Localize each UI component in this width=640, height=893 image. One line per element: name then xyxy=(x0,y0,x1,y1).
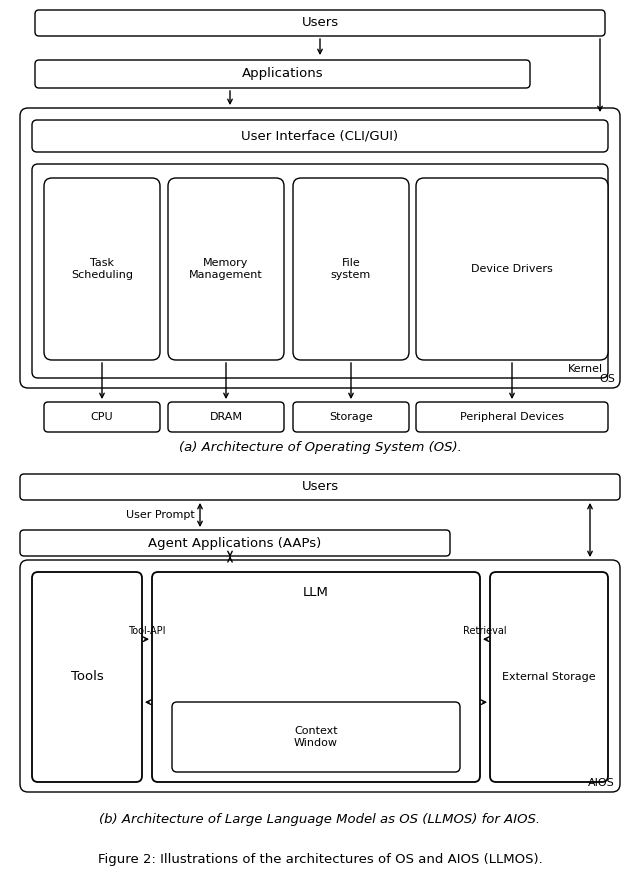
Text: Peripheral Devices: Peripheral Devices xyxy=(460,412,564,422)
FancyBboxPatch shape xyxy=(416,178,608,360)
Text: CPU: CPU xyxy=(91,412,113,422)
Text: AIOS: AIOS xyxy=(588,778,615,788)
FancyBboxPatch shape xyxy=(172,702,460,772)
Text: LLM: LLM xyxy=(303,586,329,599)
FancyBboxPatch shape xyxy=(168,402,284,432)
Text: Storage: Storage xyxy=(329,412,373,422)
FancyBboxPatch shape xyxy=(293,178,409,360)
FancyBboxPatch shape xyxy=(32,120,608,152)
Text: Task
Scheduling: Task Scheduling xyxy=(71,258,133,280)
Text: Users: Users xyxy=(301,16,339,29)
Text: Users: Users xyxy=(301,480,339,494)
Text: OS: OS xyxy=(599,374,615,384)
FancyBboxPatch shape xyxy=(20,530,450,556)
FancyBboxPatch shape xyxy=(32,572,142,782)
Text: Tools: Tools xyxy=(70,671,104,683)
FancyBboxPatch shape xyxy=(20,474,620,500)
FancyBboxPatch shape xyxy=(416,402,608,432)
FancyBboxPatch shape xyxy=(44,402,160,432)
FancyBboxPatch shape xyxy=(293,402,409,432)
Text: Memory
Management: Memory Management xyxy=(189,258,263,280)
Text: User Prompt: User Prompt xyxy=(126,510,195,520)
FancyBboxPatch shape xyxy=(490,572,608,782)
FancyBboxPatch shape xyxy=(35,10,605,36)
Text: File
system: File system xyxy=(331,258,371,280)
Text: (a) Architecture of Operating System (OS).: (a) Architecture of Operating System (OS… xyxy=(179,441,461,455)
Text: Applications: Applications xyxy=(242,68,323,80)
Text: (b) Architecture of Large Language Model as OS (LLMOS) for AIOS.: (b) Architecture of Large Language Model… xyxy=(99,814,541,827)
Text: Context
Window: Context Window xyxy=(294,726,338,747)
FancyBboxPatch shape xyxy=(168,178,284,360)
FancyBboxPatch shape xyxy=(20,108,620,388)
Text: Figure 2: Illustrations of the architectures of OS and AIOS (LLMOS).: Figure 2: Illustrations of the architect… xyxy=(98,854,542,866)
Text: Agent Applications (AAPs): Agent Applications (AAPs) xyxy=(148,537,322,549)
FancyBboxPatch shape xyxy=(32,164,608,378)
FancyBboxPatch shape xyxy=(20,560,620,792)
FancyBboxPatch shape xyxy=(35,60,530,88)
Text: Kernel: Kernel xyxy=(568,364,603,374)
Text: Device Drivers: Device Drivers xyxy=(471,264,553,274)
FancyBboxPatch shape xyxy=(152,572,480,782)
Text: User Interface (CLI/GUI): User Interface (CLI/GUI) xyxy=(241,129,399,143)
Text: DRAM: DRAM xyxy=(209,412,243,422)
Text: External Storage: External Storage xyxy=(502,672,596,682)
FancyBboxPatch shape xyxy=(44,178,160,360)
Text: Retrieval: Retrieval xyxy=(463,626,507,636)
Text: Tool-API: Tool-API xyxy=(128,626,166,636)
